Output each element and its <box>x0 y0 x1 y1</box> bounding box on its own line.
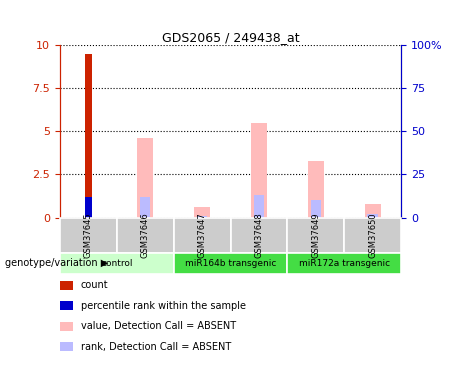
Text: control: control <box>101 259 132 268</box>
Bar <box>251 123 267 218</box>
Text: rank, Detection Call = ABSENT: rank, Detection Call = ABSENT <box>81 342 231 352</box>
Text: GSM37648: GSM37648 <box>254 213 263 258</box>
Text: count: count <box>81 280 108 290</box>
Text: GSM37645: GSM37645 <box>84 213 93 258</box>
Bar <box>85 197 92 217</box>
Bar <box>194 207 210 218</box>
Text: GSM37647: GSM37647 <box>198 213 207 258</box>
Bar <box>137 138 153 218</box>
Text: miR164b transgenic: miR164b transgenic <box>185 259 276 268</box>
Bar <box>197 216 207 217</box>
Text: genotype/variation ▶: genotype/variation ▶ <box>5 258 108 268</box>
Bar <box>367 214 378 217</box>
Bar <box>308 160 324 218</box>
Text: value, Detection Call = ABSENT: value, Detection Call = ABSENT <box>81 321 236 331</box>
Text: GSM37646: GSM37646 <box>141 213 150 258</box>
Text: GSM37649: GSM37649 <box>311 213 320 258</box>
Bar <box>85 54 92 217</box>
Bar <box>311 200 321 217</box>
Text: percentile rank within the sample: percentile rank within the sample <box>81 301 246 310</box>
Text: miR172a transgenic: miR172a transgenic <box>299 259 390 268</box>
Text: GSM37650: GSM37650 <box>368 213 377 258</box>
Title: GDS2065 / 249438_at: GDS2065 / 249438_at <box>162 31 299 44</box>
Bar <box>254 195 264 217</box>
Bar <box>140 197 150 217</box>
Bar <box>365 204 381 218</box>
